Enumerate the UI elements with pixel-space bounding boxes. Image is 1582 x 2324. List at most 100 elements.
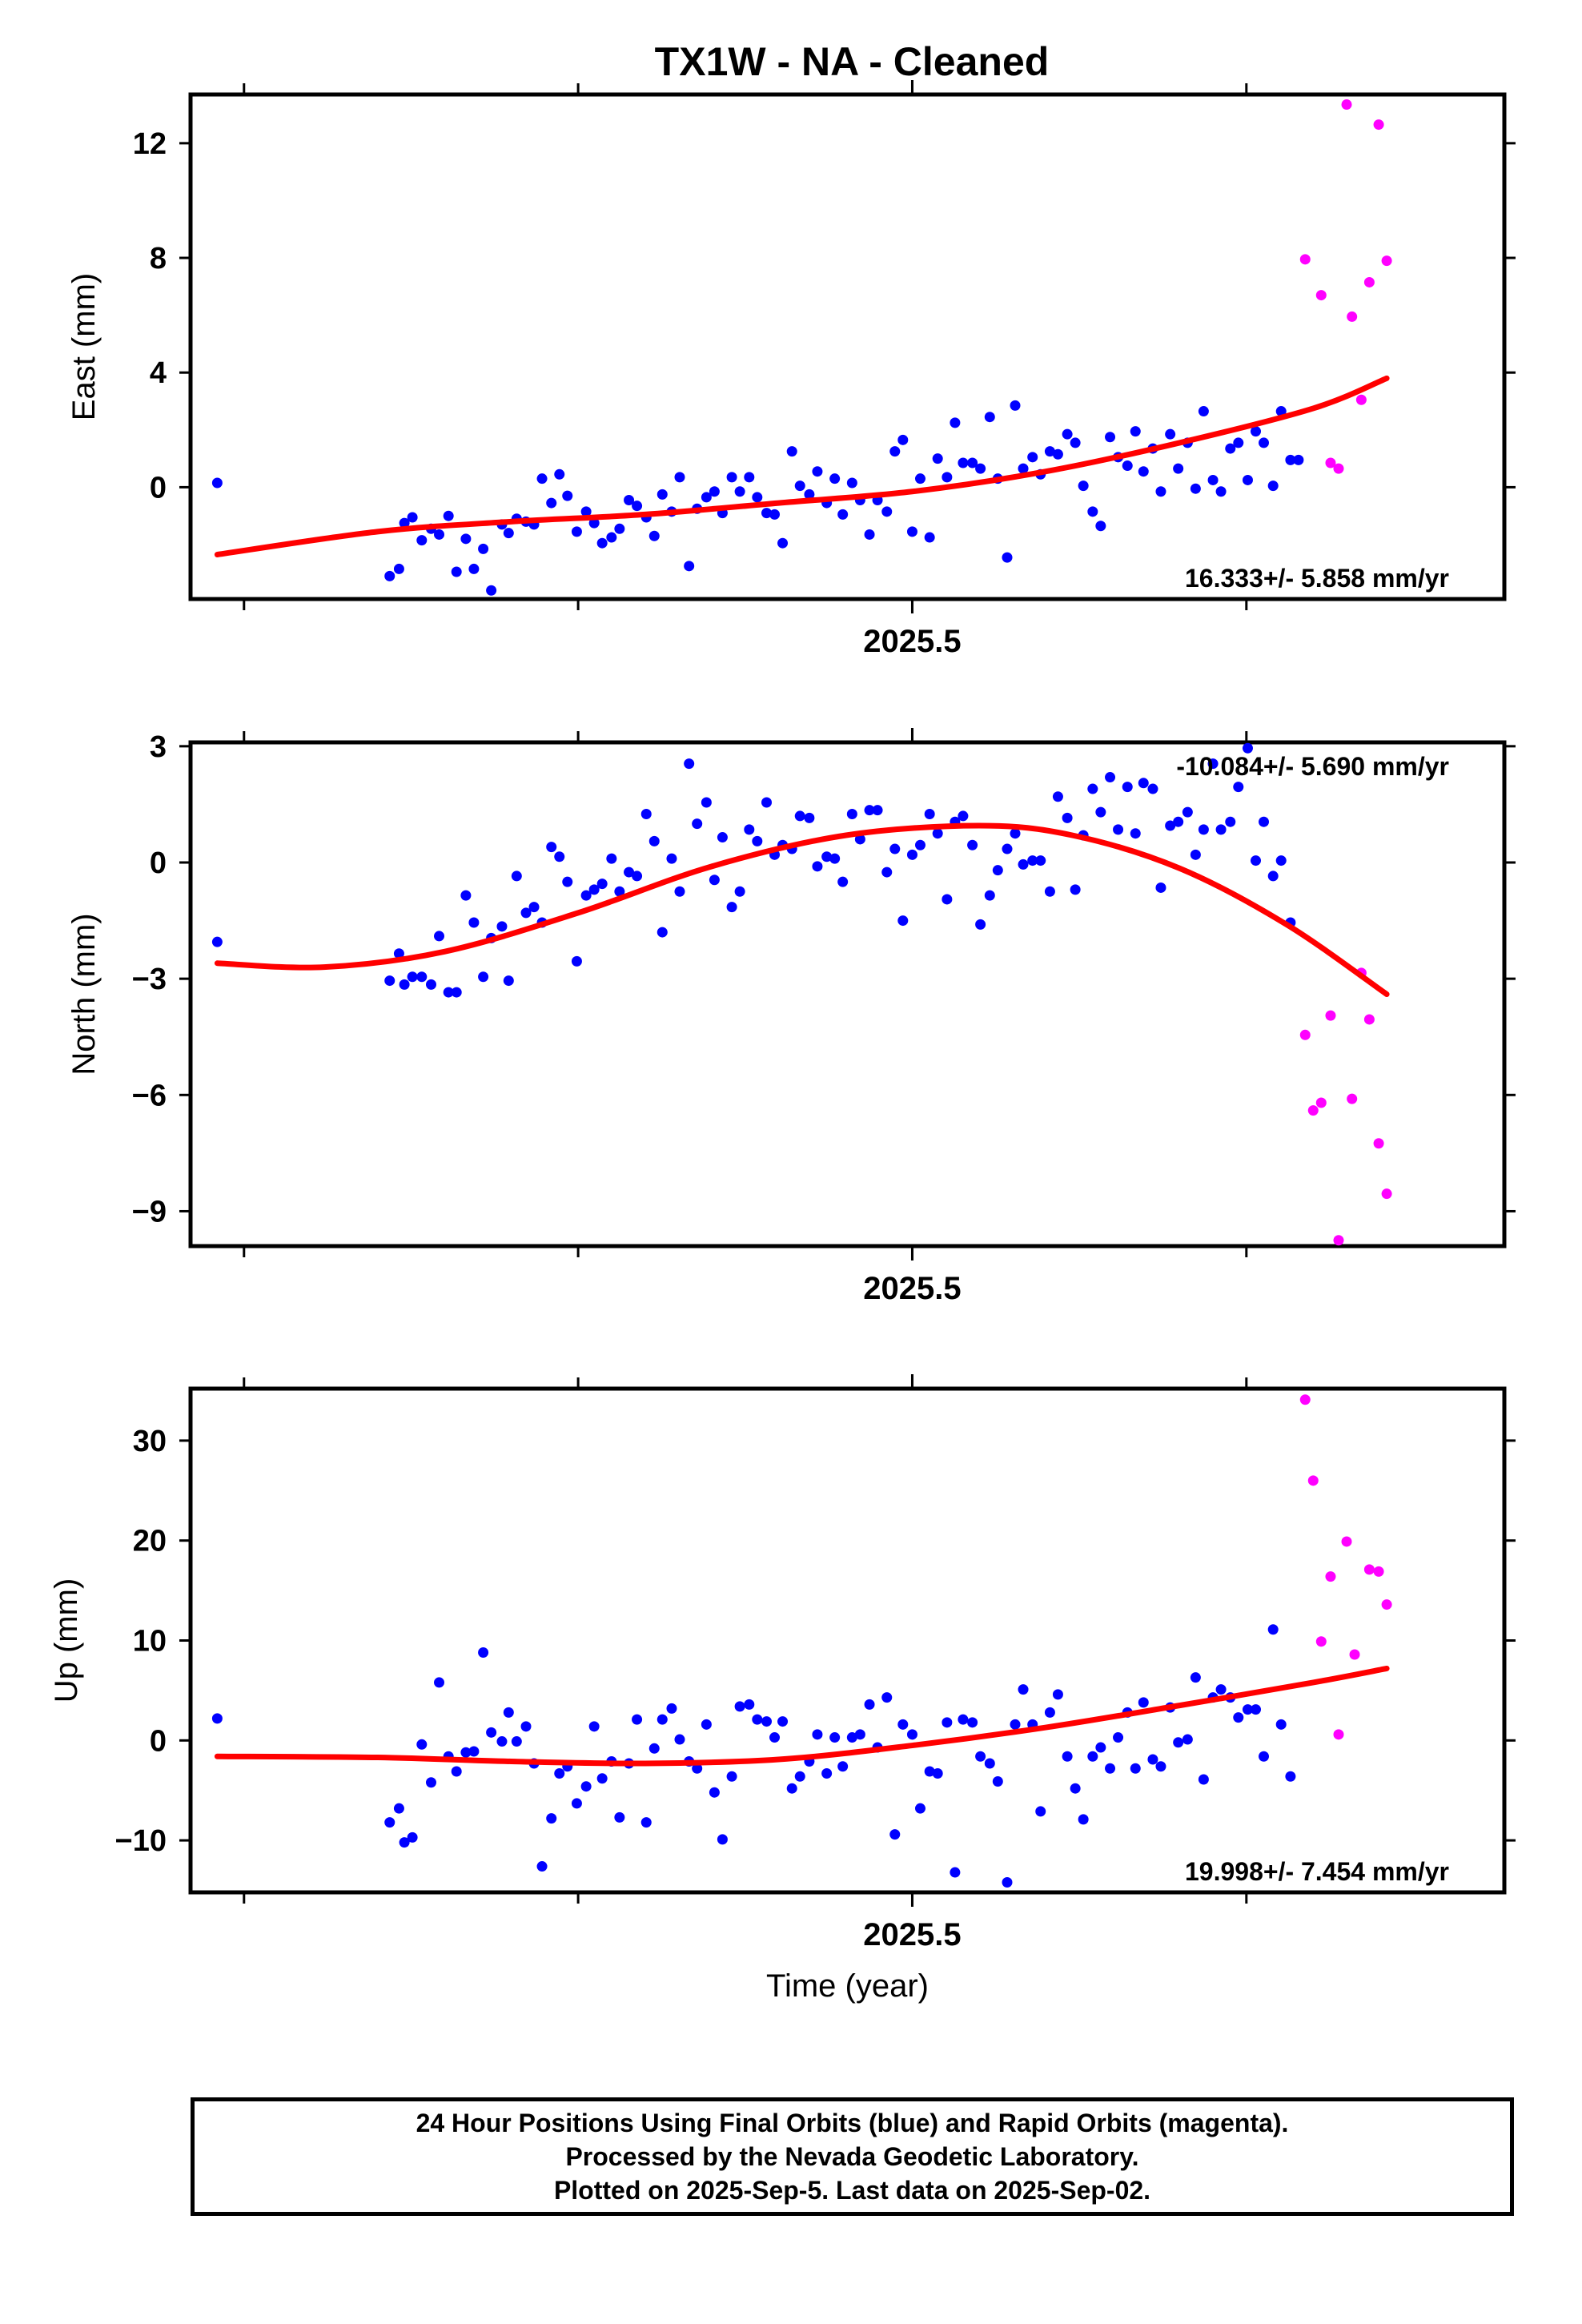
final-orbit-point <box>1062 428 1073 440</box>
final-orbit-point <box>656 927 668 938</box>
final-orbit-point <box>1027 452 1038 463</box>
final-orbit-point <box>674 886 685 897</box>
final-orbit-point <box>1044 886 1055 897</box>
final-orbit-point <box>1173 1737 1184 1748</box>
final-orbit-point <box>1207 758 1219 770</box>
final-orbit-point <box>837 876 849 887</box>
final-orbit-point <box>889 1829 901 1840</box>
final-orbit-point <box>709 486 720 497</box>
footer-line-2: Processed by the Nevada Geodetic Laborat… <box>565 2142 1139 2171</box>
final-orbit-point <box>399 517 410 529</box>
final-orbit-point <box>416 535 428 546</box>
final-orbit-point <box>1242 742 1253 754</box>
final-orbit-point <box>596 1773 608 1784</box>
final-orbit-point <box>1070 884 1081 895</box>
final-orbit-point <box>1078 1814 1089 1825</box>
final-orbit-point <box>804 812 815 823</box>
rapid-orbit-point <box>1363 276 1375 287</box>
final-orbit-point <box>1259 816 1270 827</box>
final-orbit-point <box>1242 474 1253 485</box>
final-orbit-point <box>812 1729 823 1740</box>
final-orbit-point <box>761 797 773 808</box>
final-orbit-point <box>1207 474 1219 485</box>
final-orbit-point <box>384 570 396 581</box>
final-orbit-point <box>846 477 857 489</box>
final-orbit-point <box>769 509 781 520</box>
final-orbit-point <box>864 529 875 540</box>
rapid-orbit-point <box>1333 463 1344 474</box>
final-orbit-point <box>1190 849 1201 860</box>
final-orbit-point <box>761 1716 773 1727</box>
final-orbit-point <box>632 870 643 882</box>
final-orbit-point <box>1173 816 1184 827</box>
final-orbit-point <box>1250 855 1261 866</box>
final-orbit-point <box>1215 486 1227 497</box>
y-tick-label: −10 <box>115 1824 167 1858</box>
final-orbit-point <box>1182 806 1193 818</box>
final-orbit-point <box>1113 1732 1124 1743</box>
final-orbit-point <box>1035 1806 1046 1817</box>
final-orbit-point <box>777 1716 789 1727</box>
final-orbit-point <box>1010 400 1021 411</box>
final-orbit-point <box>666 853 677 864</box>
final-orbit-point <box>1095 521 1106 532</box>
final-orbit-point <box>434 931 445 942</box>
final-orbit-point <box>674 1734 685 1745</box>
final-orbit-point <box>211 936 223 947</box>
final-orbit-point <box>975 919 986 930</box>
final-orbit-point <box>1018 858 1029 870</box>
final-orbit-point <box>950 1867 961 1878</box>
final-orbit-point <box>992 1775 1003 1787</box>
rapid-orbit-point <box>1381 1188 1392 1200</box>
model-fit-line <box>214 1665 1390 1767</box>
final-orbit-point <box>1122 782 1133 793</box>
rapid-orbit-point <box>1307 1475 1319 1486</box>
y-tick-label: 0 <box>150 1724 167 1758</box>
final-orbit-point <box>536 473 548 485</box>
final-orbit-point <box>804 489 815 500</box>
final-orbit-point <box>1105 1763 1116 1774</box>
final-orbit-point <box>580 506 592 517</box>
final-orbit-point <box>606 532 617 543</box>
final-orbit-point <box>1062 812 1073 823</box>
final-orbit-point <box>1267 870 1279 882</box>
final-orbit-point <box>1267 480 1279 492</box>
final-orbit-point <box>1105 432 1116 443</box>
final-orbit-point <box>1113 824 1124 835</box>
x-tick-label: 2025.5 <box>863 1271 961 1306</box>
final-orbit-point <box>777 537 789 549</box>
final-orbit-point <box>752 492 763 503</box>
final-orbit-point <box>1044 446 1055 457</box>
final-orbit-point <box>984 890 995 901</box>
final-orbit-point <box>399 1837 410 1848</box>
final-orbit-point <box>407 1831 418 1843</box>
final-orbit-point <box>932 828 943 839</box>
rapid-orbit-point <box>1315 1097 1327 1108</box>
final-orbit-point <box>864 805 875 816</box>
final-orbit-point <box>1165 820 1176 831</box>
final-orbit-point <box>588 517 600 529</box>
panel-1: 0 4 8 12 2025.5 East (mm) 16.333+/- 5.858 mm/y… <box>66 80 1516 659</box>
final-orbit-point <box>1215 1684 1227 1695</box>
final-orbit-point <box>520 907 532 919</box>
final-orbit-point <box>1155 1761 1166 1772</box>
final-orbit-point <box>906 1729 917 1740</box>
final-orbit-point <box>666 1703 677 1714</box>
final-orbit-point <box>1018 1684 1029 1695</box>
rapid-orbit-point <box>1325 457 1336 468</box>
final-orbit-point <box>460 533 472 545</box>
final-orbit-point <box>211 477 223 489</box>
final-orbit-point <box>468 917 480 928</box>
final-orbit-point <box>829 1732 841 1743</box>
final-orbit-point <box>701 1719 712 1730</box>
final-orbit-point <box>942 472 953 483</box>
final-orbit-point <box>897 1719 909 1730</box>
final-orbit-point <box>596 879 608 890</box>
final-orbit-point <box>734 486 745 497</box>
final-orbit-point <box>1087 783 1098 794</box>
final-orbit-point <box>1275 855 1287 866</box>
y-tick-label: 0 <box>150 846 167 880</box>
final-orbit-point <box>889 843 901 854</box>
final-orbit-point <box>846 1732 857 1743</box>
final-orbit-point <box>1293 454 1304 465</box>
